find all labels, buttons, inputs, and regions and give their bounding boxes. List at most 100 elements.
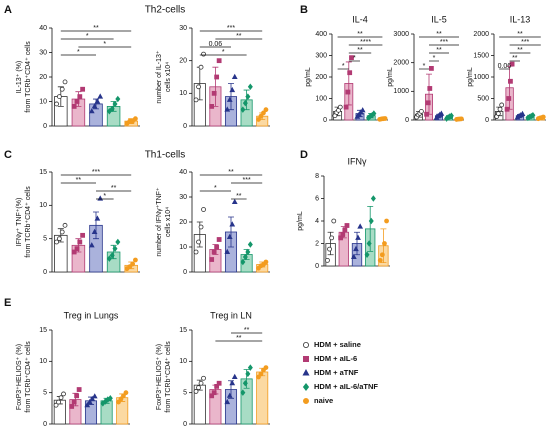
marker — [240, 389, 246, 396]
marker — [242, 253, 248, 261]
marker — [229, 221, 236, 227]
marker — [71, 104, 77, 109]
y-axis-label: from TCRb⁺CD4⁺ cells — [25, 186, 32, 258]
marker — [263, 107, 269, 113]
y-tick-label: 0 — [183, 421, 187, 428]
marker — [247, 241, 253, 248]
y-tick-label: 4 — [315, 218, 319, 225]
significance-label: ** — [357, 31, 363, 38]
marker — [497, 106, 503, 112]
y-tick-label: 0 — [43, 123, 47, 130]
marker — [198, 64, 204, 70]
marker — [209, 104, 215, 109]
y-axis-label: cells x10⁴ — [165, 207, 172, 237]
marker — [359, 107, 366, 113]
marker — [226, 392, 233, 398]
marker — [88, 108, 95, 114]
y-tick-label: 300 — [315, 52, 327, 59]
marker — [340, 232, 346, 237]
y-axis-label: cells x10⁴ — [165, 62, 172, 92]
significance-label: ** — [357, 47, 363, 54]
legend-label: HDM + saline — [314, 340, 361, 349]
y-axis-label: pg/mL — [297, 211, 304, 231]
marker — [261, 110, 266, 116]
y-axis-label: from TCRb⁺CD4⁺ cells — [25, 341, 32, 413]
marker — [504, 106, 510, 112]
marker — [368, 217, 374, 225]
y-tick-label: 0 — [323, 117, 327, 124]
marker — [193, 97, 199, 103]
chart-title: IL-4 — [352, 14, 368, 24]
marker — [229, 380, 236, 386]
marker — [258, 113, 264, 119]
y-tick-label: 10 — [179, 358, 187, 365]
marker — [54, 239, 59, 245]
chart-title: IFNγ — [348, 156, 367, 166]
marker — [118, 396, 124, 402]
y-tick-label: 10 — [39, 98, 47, 105]
significance-label: * — [423, 63, 426, 70]
significance-label: ** — [512, 55, 518, 62]
y-tick-label: 200 — [315, 74, 327, 81]
error-bar — [228, 216, 234, 248]
marker — [115, 238, 121, 246]
marker — [418, 109, 424, 114]
significance-label: 0.06 — [498, 63, 512, 70]
marker — [193, 249, 199, 255]
bar — [256, 371, 269, 425]
significance-label: *** — [227, 25, 235, 32]
y-tick-label: 400 — [315, 31, 327, 38]
chart-title: Treg in LN — [210, 310, 252, 320]
marker — [258, 371, 264, 377]
significance-label: *** — [440, 39, 448, 46]
y-axis-label: from TCRb⁺CD4⁺ cells — [25, 41, 32, 113]
error-bar — [380, 228, 387, 264]
marker — [211, 390, 217, 396]
marker — [263, 365, 269, 371]
marker — [343, 104, 349, 110]
y-tick-label: 30 — [179, 25, 187, 32]
marker — [196, 239, 201, 245]
y-tick-label: 0 — [485, 117, 489, 124]
marker — [97, 93, 104, 99]
marker — [424, 111, 430, 117]
significance-label: * — [342, 63, 345, 70]
marker — [427, 86, 433, 91]
y-tick-label: 5 — [43, 236, 47, 243]
marker — [302, 397, 309, 404]
marker — [499, 102, 505, 108]
significance-label: ** — [517, 47, 523, 54]
y-axis-label: FoxP3⁺HELIOS⁺ (%) — [156, 344, 163, 410]
marker — [325, 257, 330, 263]
marker — [59, 86, 65, 92]
marker — [77, 94, 83, 99]
marker — [115, 95, 121, 103]
marker — [216, 237, 222, 242]
marker — [425, 100, 431, 106]
y-tick-label: 10 — [179, 90, 187, 97]
marker — [438, 110, 445, 116]
marker — [112, 245, 118, 252]
y-axis-label: pg/mL — [467, 67, 474, 87]
marker — [495, 111, 501, 116]
marker — [240, 258, 246, 266]
marker — [216, 58, 222, 64]
significance-label: * — [103, 41, 106, 48]
marker — [342, 227, 348, 233]
significance-label: * — [214, 185, 217, 192]
y-tick-label: 2000 — [393, 60, 409, 67]
marker — [84, 401, 91, 408]
y-tick-label: 20 — [39, 74, 47, 81]
marker — [91, 103, 98, 109]
y-tick-label: 40 — [179, 169, 187, 176]
marker — [109, 105, 115, 113]
marker — [62, 222, 68, 228]
y-tick-label: 10 — [179, 244, 187, 251]
marker — [245, 93, 251, 100]
chart-title: IL-5 — [431, 14, 447, 24]
marker — [347, 70, 353, 76]
marker — [329, 235, 335, 241]
significance-label: ** — [236, 193, 242, 200]
marker — [344, 223, 350, 228]
marker — [198, 380, 204, 386]
